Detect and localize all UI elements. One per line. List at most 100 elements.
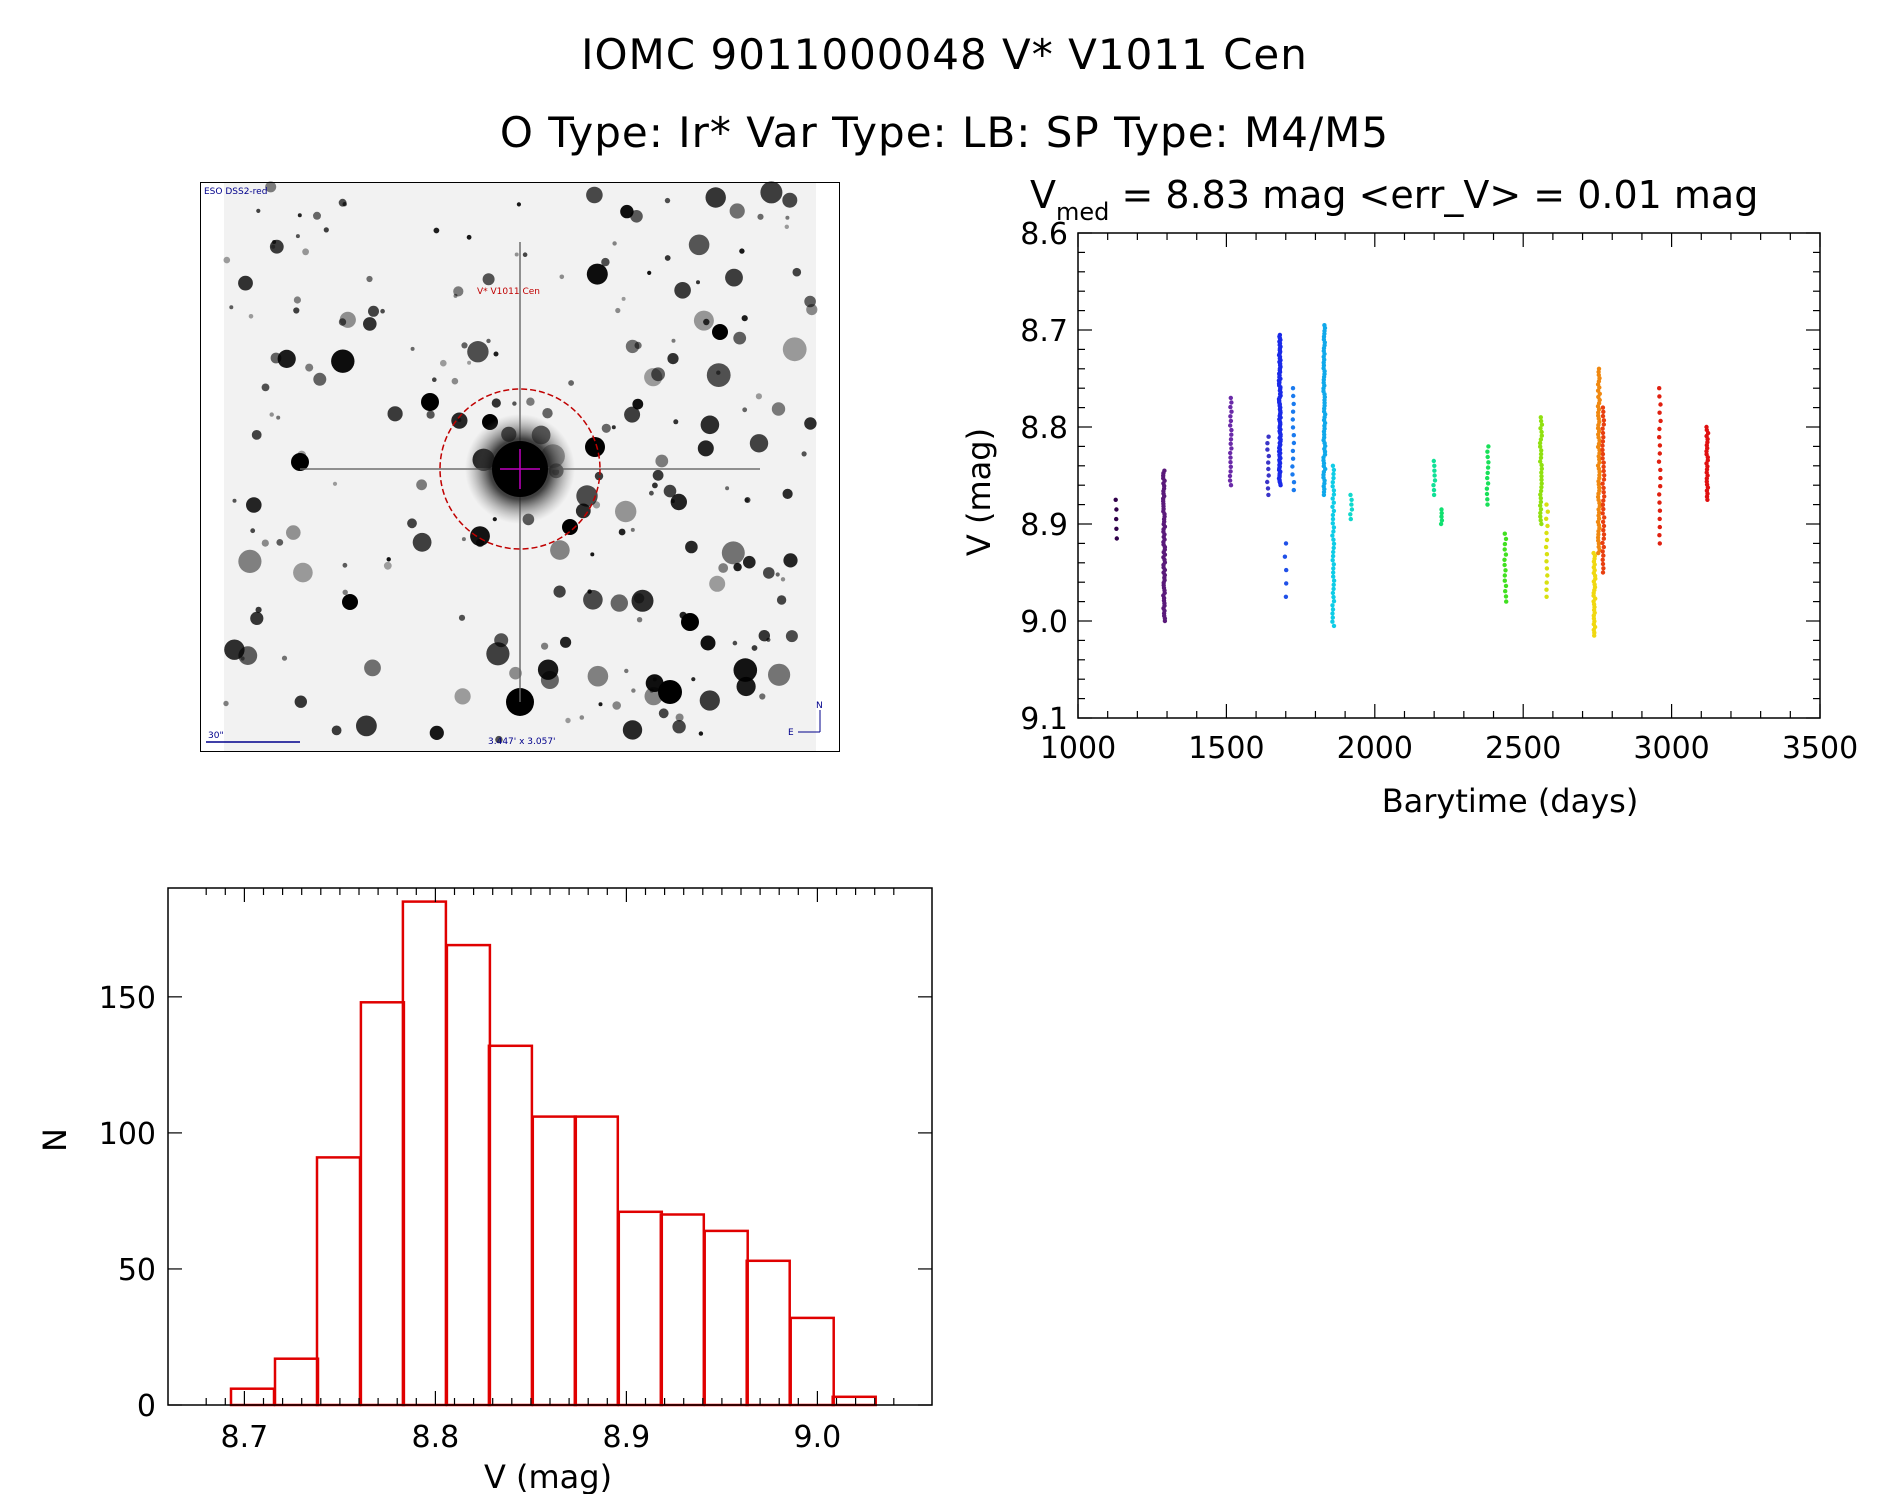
light-curve-xtick-label: 2000 <box>1337 731 1413 766</box>
light-curve-point <box>1596 491 1601 496</box>
field-star <box>612 701 621 710</box>
light-curve-point <box>1657 500 1662 505</box>
light-curve-point <box>1657 533 1662 538</box>
field-star <box>486 338 491 344</box>
light-curve-point <box>1539 474 1544 479</box>
field-star <box>736 676 756 697</box>
light-curve-point <box>1432 473 1437 478</box>
light-curve-point <box>1539 433 1545 438</box>
field-star <box>293 562 313 583</box>
histogram-xtick-label: 8.7 <box>221 1420 269 1455</box>
field-star <box>601 257 610 267</box>
histogram-xtick-label: 9.0 <box>794 1420 842 1455</box>
light-curve-point <box>1596 422 1601 428</box>
light-curve-point <box>1600 519 1606 524</box>
light-curve-ytick-label: 9.0 <box>1020 605 1068 640</box>
light-curve-point <box>1544 502 1549 507</box>
field-star <box>579 715 585 720</box>
field-star <box>493 351 499 357</box>
field-star <box>295 234 300 239</box>
field-star <box>461 537 466 542</box>
light-curve-point <box>1544 587 1549 592</box>
light-curve-point <box>1432 478 1438 483</box>
field-star <box>586 186 603 204</box>
field-star <box>565 717 571 724</box>
light-curve-point <box>1330 521 1336 526</box>
field-star <box>759 693 766 700</box>
light-curve-point <box>1502 573 1508 578</box>
field-star <box>491 398 501 408</box>
light-curve-point <box>1227 478 1233 483</box>
light-curve-point <box>1601 498 1606 503</box>
field-star <box>598 702 603 707</box>
field-star <box>387 406 403 422</box>
field-star <box>757 213 764 220</box>
light-curve-xlabel: Barytime (days) <box>1382 782 1639 820</box>
histogram-axes: 8.7 8.8 8.9 9.0 0 50 100 150 <box>99 887 933 1455</box>
histogram-bar <box>573 1115 620 1407</box>
light-curve-point <box>1657 410 1662 415</box>
light-curve-point <box>1602 494 1607 499</box>
light-curve-point <box>1228 464 1234 469</box>
light-curve-point <box>1538 418 1544 424</box>
light-curve-point <box>1538 514 1543 519</box>
light-curve-points <box>1113 323 1711 638</box>
light-curve-point <box>1228 414 1233 419</box>
light-curve-point <box>1331 570 1336 575</box>
light-curve-point <box>1290 472 1295 477</box>
field-star <box>586 263 608 285</box>
light-curve-ytick-label: 8.8 <box>1020 411 1068 446</box>
light-curve-point <box>1657 386 1662 391</box>
light-curve-point <box>1282 554 1288 559</box>
light-curve-point <box>1658 467 1663 473</box>
field-star <box>512 401 517 406</box>
field-star <box>256 208 261 213</box>
light-curve-point <box>1657 435 1662 440</box>
light-curve-point <box>1290 417 1296 422</box>
histogram-ytick-label: 0 <box>137 1389 156 1424</box>
light-curve-point <box>1432 463 1437 468</box>
light-curve-point <box>1539 466 1545 471</box>
field-star <box>537 659 559 680</box>
light-curve-point <box>1504 599 1509 604</box>
light-curve-point <box>1228 455 1233 460</box>
light-curve-point <box>1600 502 1606 507</box>
histogram-bar <box>315 1156 362 1407</box>
light-curve-frame <box>1077 232 1821 719</box>
light-curve-point <box>1348 512 1353 517</box>
light-curve-point <box>1539 422 1545 427</box>
light-curve-point <box>1502 531 1508 536</box>
light-curve-point <box>1600 456 1605 461</box>
light-curve-point <box>1484 491 1490 497</box>
field-star <box>432 377 437 382</box>
field-star <box>232 498 237 503</box>
light-curve-point <box>1266 466 1271 472</box>
field-star <box>751 645 758 651</box>
light-curve-point <box>1657 524 1663 530</box>
light-curve-point <box>1657 508 1663 513</box>
chart-title-line-2: O Type: Ir* Var Type: LB: SP Type: M4/M5 <box>499 108 1390 157</box>
field-of-view-label: 3.447' x 3.057' <box>488 737 556 747</box>
field-star <box>568 380 574 386</box>
field-star <box>526 397 535 406</box>
field-star <box>718 563 729 573</box>
field-star <box>801 451 807 457</box>
light-curve-point <box>1539 470 1544 475</box>
light-curve-point <box>1600 570 1606 575</box>
light-curve-point <box>1539 462 1544 468</box>
histogram-xtick-label: 8.8 <box>412 1420 460 1455</box>
histogram-bar <box>487 1044 534 1407</box>
light-curve-point <box>1228 460 1233 465</box>
field-star <box>223 700 229 707</box>
field-star <box>691 677 696 682</box>
field-star <box>758 630 770 642</box>
field-star <box>705 187 726 208</box>
field-star <box>622 720 643 740</box>
light-curve-point <box>1330 619 1335 624</box>
light-curve-point <box>1544 552 1550 557</box>
field-star <box>286 525 301 540</box>
field-star <box>649 490 654 496</box>
light-curve-ytick-label: 8.6 <box>1020 217 1068 252</box>
light-curve-point <box>1503 583 1509 589</box>
field-star <box>453 286 464 297</box>
